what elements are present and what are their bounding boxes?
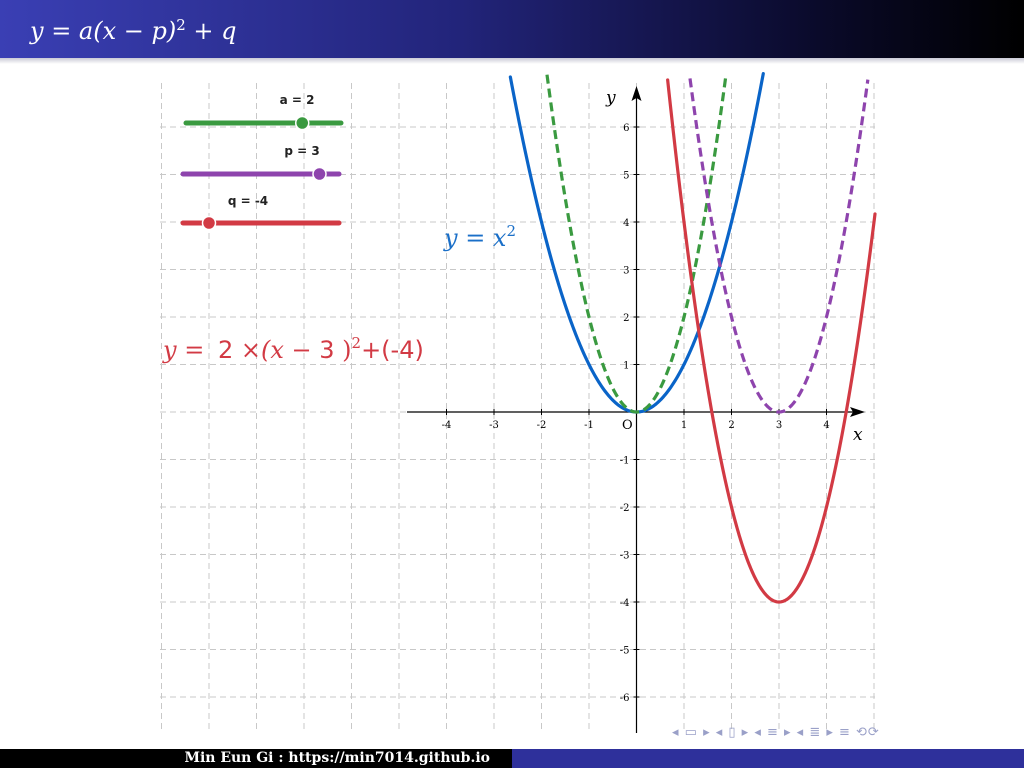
navigation-icons[interactable]: ◂ ▭ ▸ ◂ ▯ ▸ ◂ ≡ ▸ ◂ ≣ ▸ ≡ ⟲⟳ — [672, 725, 880, 740]
y-tick-label: -2 — [620, 503, 630, 514]
y-axis-arrow — [631, 86, 642, 101]
y-tick-label: 2 — [623, 313, 629, 324]
parabola-label: y = x2 — [443, 222, 516, 252]
y-tick-label: 4 — [623, 218, 629, 229]
y-tick-label: -5 — [620, 646, 630, 657]
sliders: a = 2 p = 3 q = -4 — [180, 93, 344, 231]
x-tick-label: -4 — [442, 420, 452, 431]
equation-label: y = 2 ×(x − 3 )2+(-4) — [162, 334, 424, 364]
slider-handle[interactable] — [295, 115, 310, 131]
y-axis-label: y — [605, 88, 616, 108]
axes — [407, 86, 865, 733]
footer-right-band — [512, 749, 1024, 768]
y-tick-label: -4 — [620, 598, 630, 609]
x-tick-label: 4 — [823, 420, 829, 431]
x-tick-label: -1 — [584, 420, 594, 431]
x-tick-label: 3 — [776, 420, 782, 431]
y-tick-label: 1 — [623, 361, 629, 372]
curve-3 — [666, 78, 877, 604]
footer-left-band — [0, 749, 512, 768]
y-tick-label: -1 — [620, 456, 630, 467]
slider-handle[interactable] — [312, 166, 327, 182]
slider-label: q = -4 — [228, 194, 268, 208]
slider-q[interactable]: q = -4 — [180, 194, 342, 231]
slider-p[interactable]: p = 3 — [180, 144, 342, 182]
x-tick-label: -2 — [537, 420, 547, 431]
x-tick-label: -3 — [489, 420, 499, 431]
slider-a[interactable]: a = 2 — [183, 93, 344, 131]
slider-handle[interactable] — [201, 215, 217, 231]
y-tick-label: 3 — [623, 266, 629, 277]
y-tick-label: 6 — [623, 123, 629, 134]
curves — [508, 72, 877, 604]
curve-2 — [688, 78, 870, 414]
title-bar — [0, 0, 1024, 64]
footer-author: Min Eun Gi : https://min7014.github.io — [184, 750, 490, 766]
x-axis-label: x — [853, 425, 863, 445]
y-tick-label: 5 — [623, 171, 629, 182]
slider-label: a = 2 — [280, 93, 315, 107]
y-tick-label: -3 — [620, 551, 630, 562]
grid — [160, 83, 875, 733]
tick-labels: -4 -3 -2 -1 1 2 3 4 -6 -5 -4 -3 -2 -1 1 2 3 4 5 6 — [442, 123, 830, 704]
curve-1 — [545, 74, 728, 414]
slider-label: p = 3 — [284, 144, 319, 158]
slide-title: y = a(x − p)2 + q — [30, 16, 237, 45]
x-tick-label: 2 — [728, 420, 734, 431]
origin-label: O — [622, 418, 633, 433]
y-tick-label: -6 — [620, 693, 630, 704]
x-axis-arrow — [850, 407, 865, 417]
annotations: y = x2 y = 2 ×(x − 3 )2+(-4) x y O — [162, 88, 863, 445]
x-tick-label: 1 — [681, 420, 687, 431]
